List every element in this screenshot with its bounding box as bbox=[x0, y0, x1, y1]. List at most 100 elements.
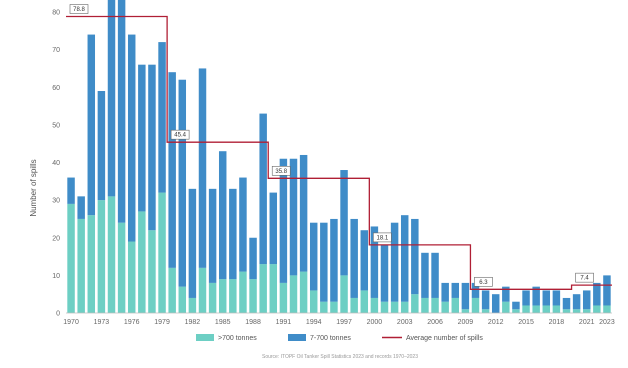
bar-large-spills bbox=[572, 309, 581, 313]
average-label: 45.4 bbox=[174, 133, 186, 139]
x-tick-label: 1976 bbox=[124, 319, 140, 326]
bar-medium-spills bbox=[208, 188, 217, 283]
bar-large-spills bbox=[461, 309, 470, 313]
bar-medium-spills bbox=[471, 282, 480, 298]
x-tick-label: 1997 bbox=[336, 319, 352, 326]
bar-medium-spills bbox=[390, 222, 399, 302]
x-tick-label: 1970 bbox=[63, 319, 79, 326]
bar-large-spills bbox=[188, 297, 197, 313]
x-tick-label: 1988 bbox=[245, 319, 261, 326]
y-tick-label: 10 bbox=[52, 273, 60, 280]
bar-large-spills bbox=[441, 301, 449, 313]
bar-large-spills bbox=[178, 286, 187, 313]
x-tick-label: 2009 bbox=[458, 319, 474, 326]
bar-large-spills bbox=[158, 192, 166, 313]
bar-large-spills bbox=[259, 264, 267, 313]
x-tick-label: 2018 bbox=[549, 319, 565, 326]
y-tick-label: 40 bbox=[52, 160, 60, 167]
bar-large-spills bbox=[299, 271, 308, 313]
bar-large-spills bbox=[340, 275, 348, 314]
bar-medium-spills bbox=[593, 282, 601, 306]
bar-medium-spills bbox=[481, 290, 490, 310]
average-label: 18.1 bbox=[376, 235, 388, 241]
x-tick-label: 1982 bbox=[185, 319, 201, 326]
average-label-box bbox=[170, 129, 190, 140]
y-tick-label: 80 bbox=[52, 10, 60, 17]
bar-medium-spills bbox=[168, 72, 176, 268]
bar-large-spills bbox=[309, 290, 318, 313]
bar-medium-spills bbox=[400, 215, 409, 302]
bar-large-spills bbox=[390, 301, 399, 313]
bar-medium-spills bbox=[77, 196, 85, 219]
bar-medium-spills bbox=[603, 275, 611, 306]
x-axis-ticks: 1970 1973 1976 1979 1982 1985 1988 1991 1994 1997… bbox=[63, 319, 615, 326]
bar-large-spills bbox=[198, 267, 207, 313]
x-tick-label: 2003 bbox=[397, 319, 413, 326]
bar-large-spills bbox=[117, 222, 126, 313]
bar-medium-spills bbox=[502, 286, 510, 302]
legend: >700 tonnes 7-700 tonnes Average number … bbox=[196, 334, 483, 342]
bar-medium-spills bbox=[542, 290, 551, 306]
bar-medium-spills bbox=[491, 294, 500, 313]
bar-large-spills bbox=[431, 297, 439, 313]
x-tick-label: 1994 bbox=[306, 319, 322, 326]
bar-medium-spills bbox=[188, 188, 197, 298]
bar-medium-spills bbox=[451, 282, 460, 298]
bar-large-spills bbox=[532, 305, 540, 313]
bar-medium-spills bbox=[107, 0, 116, 197]
bar-large-spills bbox=[107, 196, 116, 313]
bar-large-spills bbox=[148, 230, 156, 313]
bar-medium-spills bbox=[512, 301, 520, 310]
bar-large-spills bbox=[411, 294, 419, 313]
source-note: Source: ITOPF Oil Tanker Spill Statistic… bbox=[262, 354, 418, 360]
bar-medium-spills bbox=[552, 290, 561, 306]
bar-large-spills bbox=[481, 309, 490, 313]
x-tick-label: 2023 bbox=[599, 319, 615, 326]
bar-medium-spills bbox=[158, 42, 166, 193]
bar-medium-spills bbox=[522, 290, 530, 306]
bar-medium-spills bbox=[360, 230, 369, 291]
average-label: 35.8 bbox=[275, 169, 287, 175]
bar-large-spills bbox=[522, 305, 530, 313]
legend-label-average: Average number of spills bbox=[406, 335, 483, 342]
average-label-box bbox=[271, 166, 291, 176]
y-tick-label: 0 bbox=[56, 311, 60, 318]
bar-large-spills bbox=[451, 297, 460, 313]
average-label: 6.3 bbox=[479, 280, 488, 286]
bar-medium-spills bbox=[350, 218, 358, 298]
bar-medium-spills bbox=[178, 79, 187, 287]
x-tick-label: 1991 bbox=[276, 319, 292, 326]
bar-medium-spills bbox=[229, 188, 237, 280]
bar-medium-spills bbox=[572, 294, 581, 310]
bar-medium-spills bbox=[148, 64, 156, 231]
bar-large-spills bbox=[380, 301, 389, 313]
bar-medium-spills bbox=[279, 158, 288, 283]
bar-medium-spills bbox=[239, 177, 247, 272]
bar-medium-spills bbox=[461, 282, 470, 310]
bar-large-spills bbox=[421, 297, 429, 313]
bar-medium-spills bbox=[269, 192, 278, 265]
legend-swatch-medium bbox=[288, 334, 306, 341]
bar-large-spills bbox=[77, 218, 85, 313]
bar-medium-spills bbox=[340, 170, 348, 276]
bar-large-spills bbox=[239, 271, 247, 313]
y-tick-label: 30 bbox=[52, 198, 60, 205]
bar-medium-spills bbox=[259, 113, 267, 265]
bar-medium-spills bbox=[198, 68, 207, 268]
average-label-box bbox=[575, 272, 594, 283]
bar-medium-spills bbox=[127, 34, 136, 242]
bar-medium-spills bbox=[138, 64, 146, 212]
bar-medium-spills bbox=[249, 237, 257, 280]
bar-large-spills bbox=[603, 305, 611, 313]
y-tick-label: 50 bbox=[52, 122, 60, 129]
bar-large-spills bbox=[370, 297, 379, 313]
bar-large-spills bbox=[138, 211, 146, 313]
average-label-box bbox=[474, 276, 493, 287]
x-tick-label: 2006 bbox=[427, 319, 443, 326]
x-tick-label: 2000 bbox=[367, 319, 383, 326]
y-tick-label: 60 bbox=[52, 85, 60, 92]
x-tick-label: 1985 bbox=[215, 319, 231, 326]
bar-medium-spills bbox=[218, 151, 227, 280]
